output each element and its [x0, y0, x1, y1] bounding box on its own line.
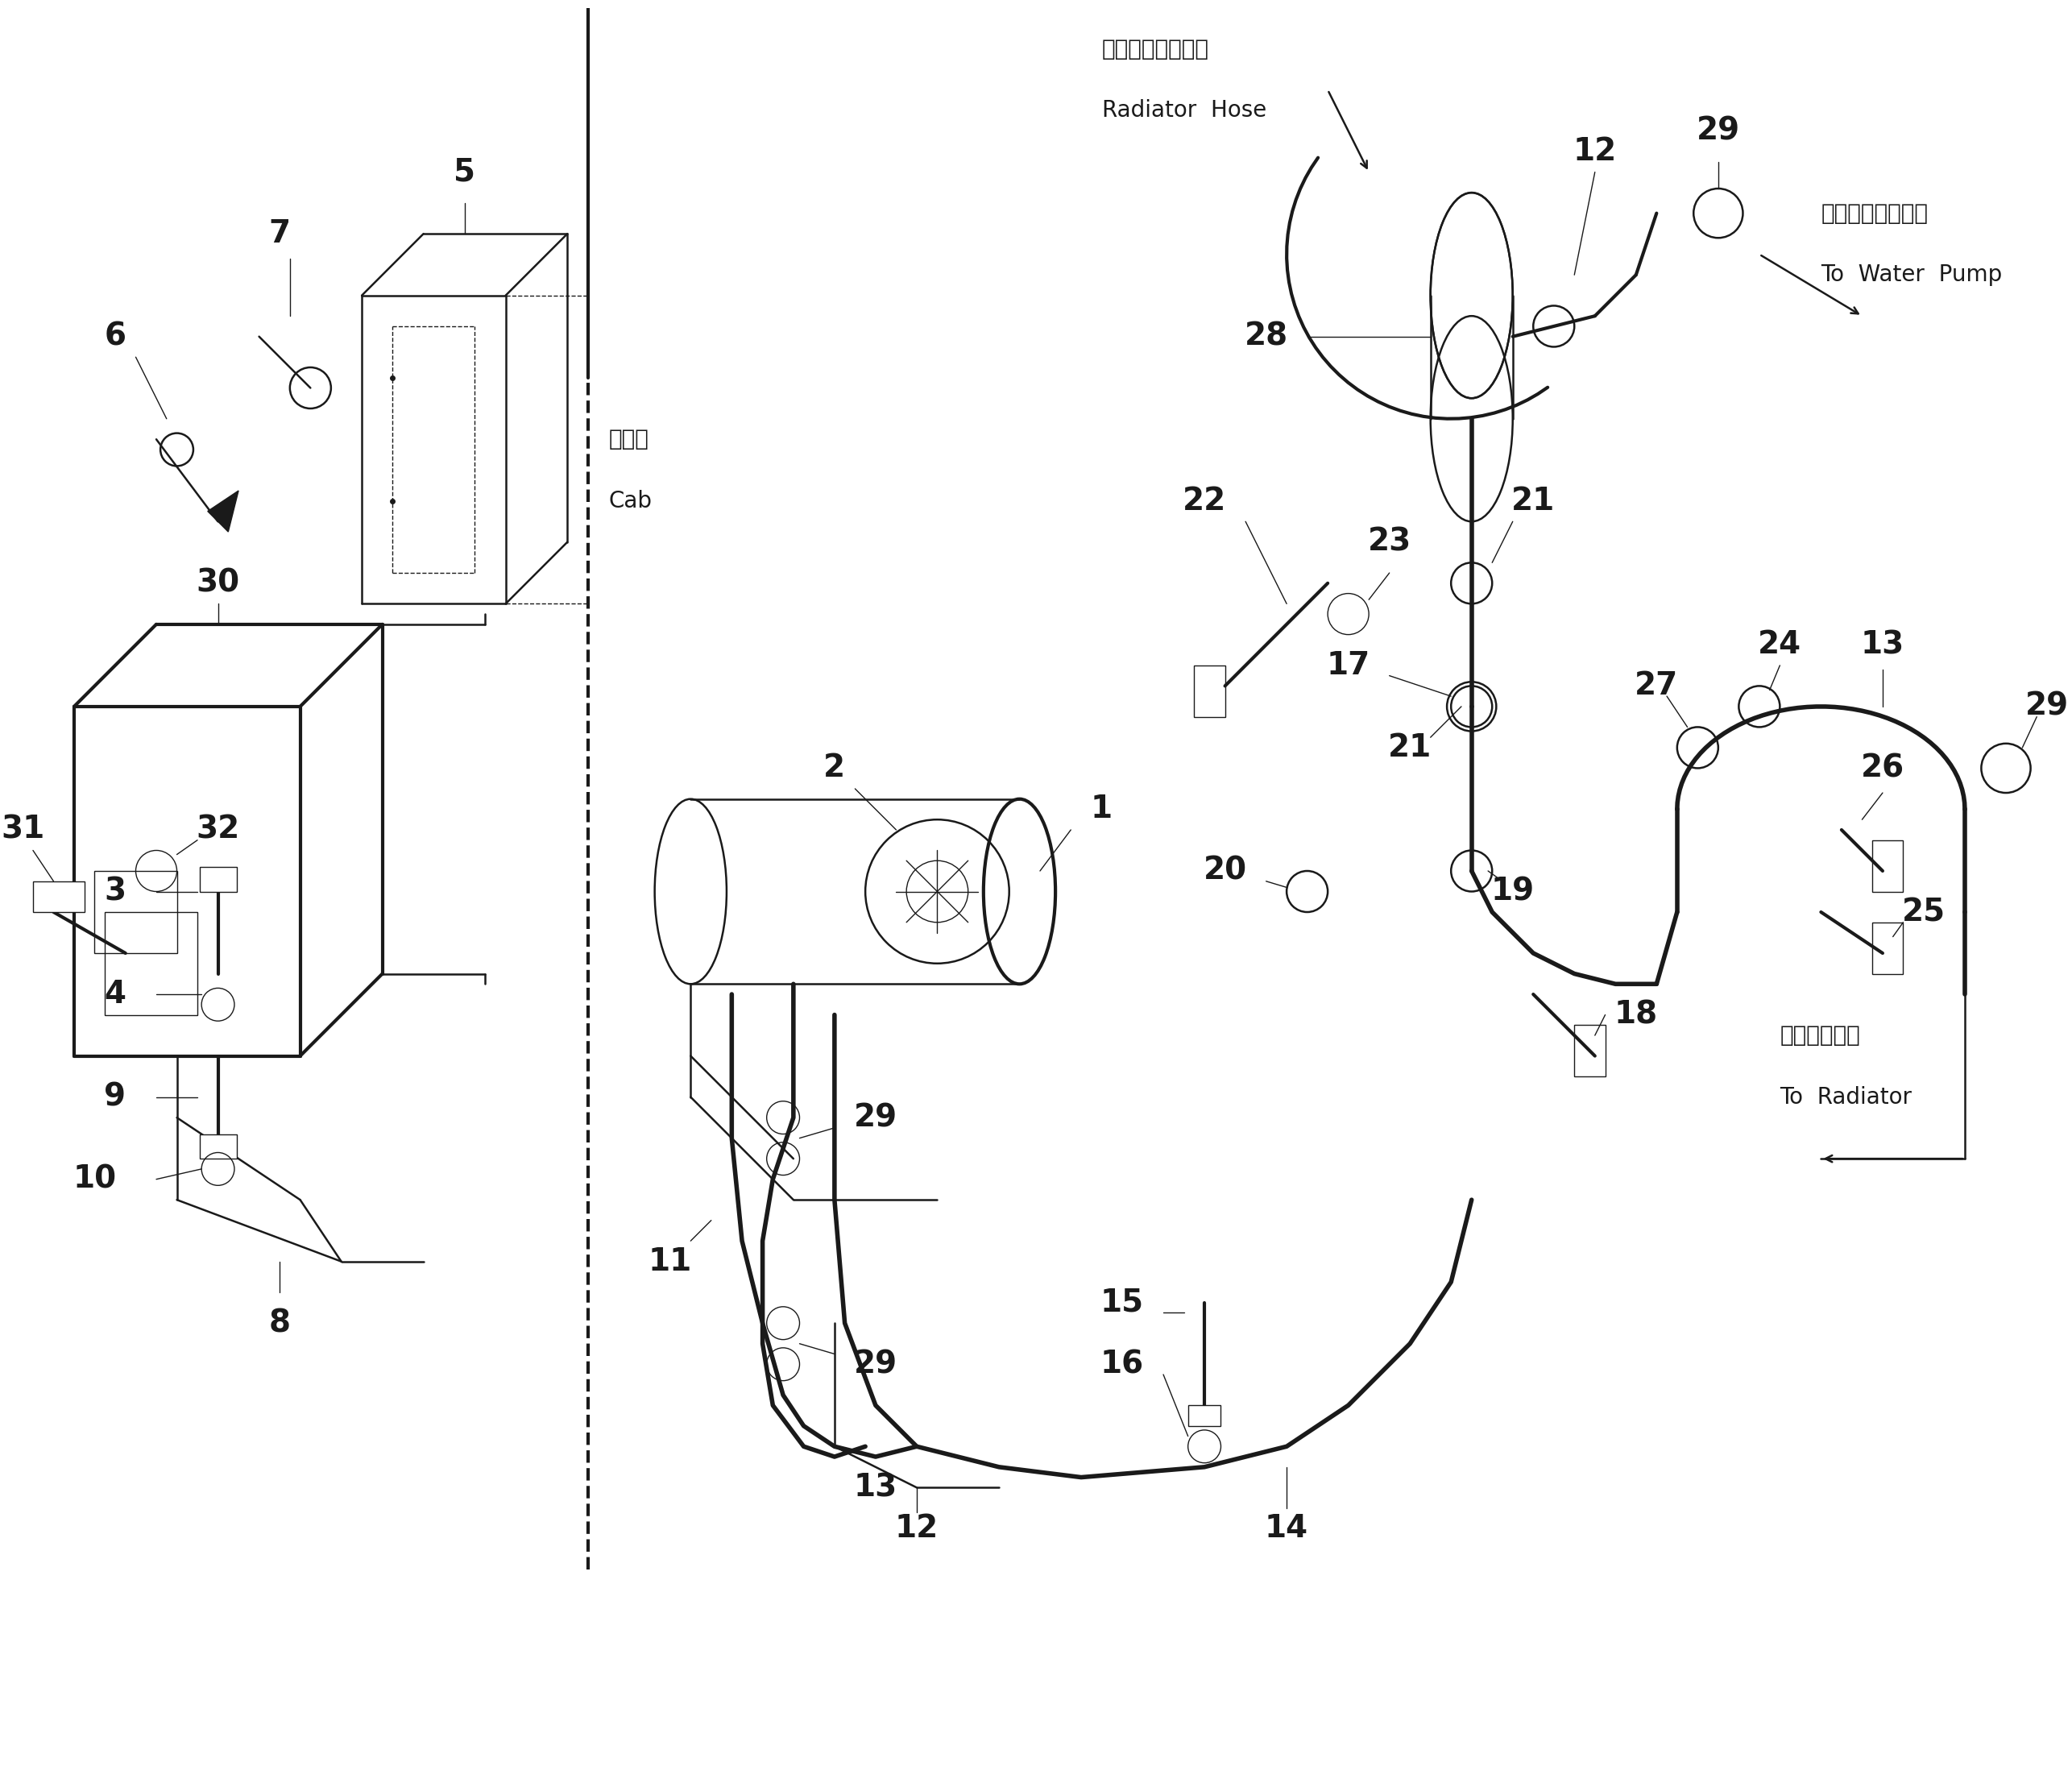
Text: 5: 5 [454, 157, 474, 187]
Text: 21: 21 [1388, 733, 1432, 763]
Text: 29: 29 [854, 1102, 897, 1132]
Text: 22: 22 [1183, 485, 1227, 517]
Text: 8: 8 [269, 1307, 290, 1339]
Text: 26: 26 [1861, 752, 1904, 783]
Text: 28: 28 [1245, 321, 1289, 351]
Text: ウォータポンプへ: ウォータポンプへ [1821, 201, 1929, 225]
Text: 1: 1 [1090, 793, 1113, 824]
Text: 4: 4 [104, 979, 126, 1009]
Text: Radiator  Hose: Radiator Hose [1102, 100, 1266, 121]
Text: 2: 2 [823, 752, 845, 783]
Text: 27: 27 [1635, 670, 1678, 701]
Bar [1187, 1405, 1220, 1426]
Text: 13: 13 [854, 1473, 897, 1503]
Text: 12: 12 [895, 1514, 939, 1544]
Bar [1873, 922, 1904, 974]
Text: 29: 29 [2024, 692, 2068, 722]
Bar [199, 1134, 236, 1159]
Text: 19: 19 [1492, 875, 1535, 908]
Text: 7: 7 [269, 219, 290, 250]
Text: 25: 25 [1902, 897, 1946, 927]
Text: 18: 18 [1614, 1000, 1658, 1031]
Bar [1193, 665, 1225, 717]
Text: 20: 20 [1204, 856, 1247, 886]
Text: 10: 10 [73, 1164, 116, 1195]
Bar [106, 913, 197, 1015]
Bar [199, 867, 236, 892]
Text: 29: 29 [1697, 116, 1740, 146]
Text: 14: 14 [1264, 1514, 1307, 1544]
Text: 21: 21 [1510, 485, 1556, 517]
Text: 9: 9 [104, 1082, 126, 1113]
Bar [95, 870, 176, 954]
Text: 3: 3 [104, 875, 126, 908]
Bar [1873, 840, 1904, 892]
Text: 29: 29 [854, 1350, 897, 1380]
Text: 23: 23 [1368, 526, 1411, 558]
Text: 17: 17 [1326, 651, 1370, 681]
Text: 24: 24 [1757, 629, 1803, 660]
Text: 6: 6 [104, 321, 126, 351]
Text: 15: 15 [1100, 1287, 1144, 1318]
Text: 11: 11 [649, 1246, 692, 1277]
Text: To  Radiator: To Radiator [1780, 1086, 1912, 1109]
Polygon shape [207, 490, 238, 531]
Text: 32: 32 [197, 815, 240, 845]
Bar [1575, 1025, 1606, 1077]
Text: 30: 30 [197, 567, 240, 599]
Text: ラジエータホース: ラジエータホース [1102, 37, 1208, 61]
Bar [33, 881, 85, 913]
Text: キャブ: キャブ [609, 428, 649, 451]
Text: 31: 31 [0, 815, 46, 845]
Text: ラジエータへ: ラジエータへ [1780, 1023, 1861, 1047]
Text: 13: 13 [1861, 629, 1904, 660]
Text: 12: 12 [1573, 136, 1616, 168]
Text: Cab: Cab [609, 490, 653, 512]
Text: 16: 16 [1100, 1350, 1144, 1380]
Text: To  Water  Pump: To Water Pump [1821, 264, 2002, 285]
